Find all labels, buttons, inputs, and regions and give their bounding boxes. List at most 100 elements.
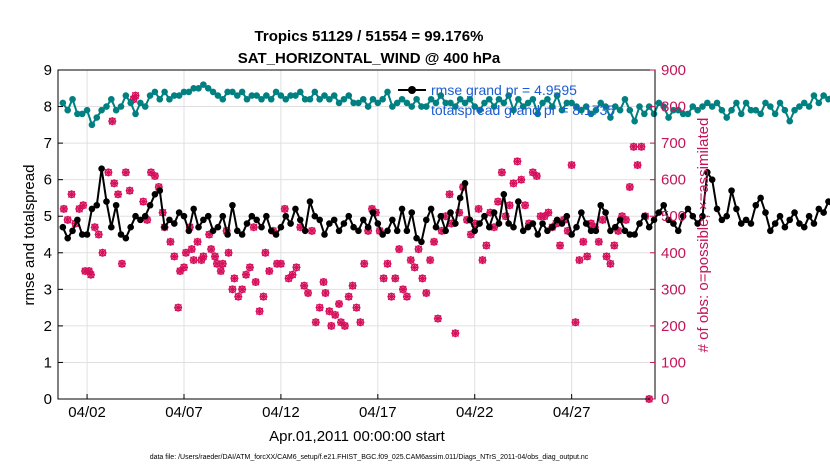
totalspread-point	[335, 99, 343, 107]
obs-count-point	[265, 267, 274, 276]
rmse-point	[292, 205, 299, 213]
rmse-point	[548, 223, 556, 231]
obs-count-point	[174, 303, 183, 312]
rmse-point	[767, 227, 774, 235]
totalspread-point	[481, 99, 488, 107]
totalspread-point	[379, 95, 386, 103]
totalspread-point	[224, 88, 231, 96]
totalspread-point	[345, 92, 353, 99]
rmse-point	[127, 223, 134, 231]
obs-count-point	[556, 241, 565, 250]
y-right-tick-label: 100	[661, 354, 686, 371]
rmse-point	[311, 212, 319, 220]
rmse-point	[578, 209, 585, 216]
rmse-point	[214, 223, 222, 231]
rmse-point	[287, 220, 294, 227]
rmse-point	[345, 212, 353, 220]
obs-count-point	[187, 245, 196, 254]
obs-count-point	[131, 91, 140, 100]
rmse-point	[820, 209, 827, 216]
rmse-point	[282, 212, 290, 220]
totalspread-point	[195, 84, 202, 92]
obs-count-point	[633, 161, 642, 170]
totalspread-point	[771, 110, 779, 118]
y-axis-right-ticks: 0 100 200 300 400 500 600 700 800 900	[650, 62, 686, 408]
totalspread-point	[820, 92, 827, 99]
totalspread-point	[185, 88, 193, 96]
totalspread-point	[587, 110, 595, 118]
rmse-point	[495, 220, 503, 227]
rmse-point	[442, 227, 449, 235]
rmse-point	[728, 187, 735, 194]
totalspread-point	[510, 106, 517, 114]
rmse-point	[699, 212, 706, 220]
obs-count-point	[575, 256, 584, 265]
totalspread-point	[156, 95, 164, 103]
obs-count-point	[567, 161, 576, 170]
rmse-point	[112, 201, 120, 209]
totalspread-point	[747, 106, 755, 114]
totalspread-point	[515, 95, 522, 103]
totalspread-point	[151, 88, 159, 96]
x-tick-label: 04/12	[262, 404, 300, 421]
totalspread-point	[132, 110, 139, 118]
obs-count-point	[517, 175, 526, 184]
rmse-point	[209, 227, 217, 235]
rmse-point	[219, 212, 227, 220]
obs-count-point	[292, 263, 301, 272]
chart-title-line1: Tropics 51129 / 51554 = 99.176%	[255, 28, 484, 45]
rmse-point	[684, 205, 692, 213]
totalspread-point	[321, 92, 328, 99]
rmse-point	[519, 227, 527, 235]
obs-count-point	[610, 241, 619, 250]
rmse-point	[471, 227, 479, 235]
rmse-point	[413, 234, 420, 242]
rmse-point	[539, 220, 546, 227]
obs-count-point	[251, 278, 260, 287]
obs-count-point	[451, 329, 460, 338]
obs-count-point	[108, 117, 117, 126]
totalspread-point	[495, 95, 503, 103]
obs-count-point	[344, 292, 353, 301]
obs-count-point	[166, 237, 175, 246]
totalspread-point	[418, 103, 425, 110]
rmse-point	[374, 220, 382, 227]
totalspread-point	[699, 103, 706, 110]
obs-count-point	[513, 157, 522, 166]
rmse-point	[611, 223, 619, 231]
rmse-point	[403, 227, 411, 235]
totalspread-point	[219, 95, 227, 103]
totalspread-point	[728, 106, 735, 114]
totalspread-point	[316, 95, 323, 103]
obs-count-point	[228, 285, 237, 294]
rmse-point	[393, 227, 401, 235]
obs-count-point	[205, 230, 214, 239]
totalspread-point	[582, 103, 590, 110]
obs-count-point	[414, 245, 423, 254]
rmse-point	[418, 238, 425, 246]
obs-count-point	[300, 281, 309, 290]
rmse-point	[166, 216, 173, 224]
totalspread-point	[592, 106, 600, 114]
totalspread-point	[340, 95, 348, 103]
rmse-point	[93, 201, 101, 209]
totalspread-point	[180, 88, 188, 96]
totalspread-point	[505, 92, 512, 99]
rmse-point	[762, 209, 769, 216]
obs-count-point	[509, 179, 518, 188]
totalspread-point	[447, 99, 454, 107]
totalspread-point	[621, 95, 629, 103]
totalspread-point	[742, 99, 750, 107]
totalspread-point	[786, 117, 794, 125]
obs-count-point	[304, 288, 313, 297]
totalspread-point	[456, 95, 464, 103]
y-left-tick-label: 4	[44, 245, 52, 262]
rmse-point	[258, 223, 265, 231]
totalspread-point	[287, 92, 294, 99]
obs-count-point	[497, 168, 506, 177]
y-right-tick-label: 900	[661, 62, 686, 79]
totalspread-point	[466, 95, 474, 103]
totalspread-point	[122, 92, 130, 99]
obs-count-point	[86, 270, 95, 279]
obs-count-point	[230, 274, 239, 283]
